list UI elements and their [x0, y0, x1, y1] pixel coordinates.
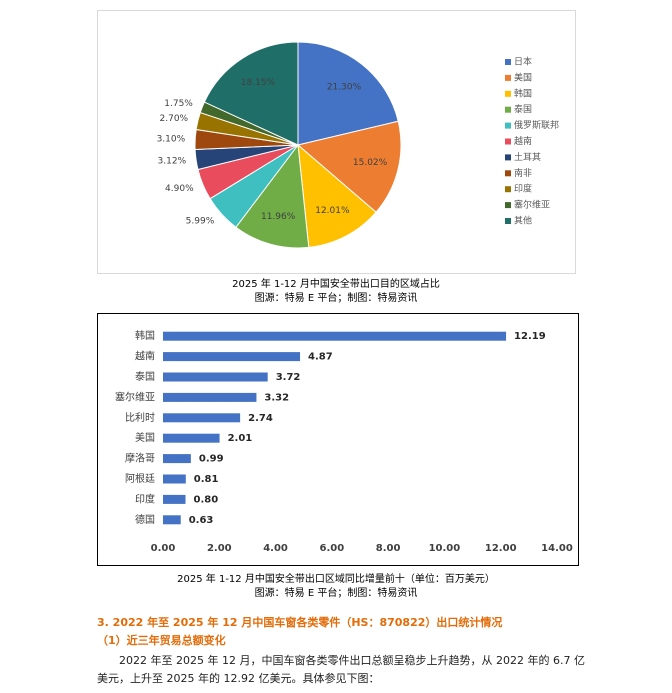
caption: 2025 年 1-12 月中国安全带出口目的区域占比	[232, 277, 440, 290]
y-tick-label: 阿根廷	[125, 472, 155, 485]
data-label: 11.96%	[261, 212, 296, 222]
caption-source: 图源：特易 E 平台；制图：特易资讯	[255, 291, 418, 304]
legend-label: 南非	[514, 167, 532, 179]
caption-source: 图源：特易 E 平台；制图：特易资讯	[255, 586, 418, 599]
legend-swatch	[505, 218, 511, 224]
caption: 2025 年 1-12 月中国安全带出口区域同比增量前十（单位：百万美元）	[177, 572, 495, 585]
bar	[163, 474, 186, 484]
y-tick-label: 韩国	[135, 329, 155, 342]
subheading: （1）近三年贸易总额变化	[97, 634, 226, 647]
x-tick-label: 10.00	[429, 543, 461, 554]
bar	[163, 515, 181, 525]
legend-swatch	[505, 170, 511, 177]
legend-label: 越南	[514, 135, 532, 147]
paragraph: 2022 年至 2025 年 12 月，中国车窗各类零件出口总额呈稳步上升趋势，…	[97, 654, 585, 685]
bar	[163, 392, 257, 402]
x-tick-label: 2.00	[207, 543, 232, 554]
y-tick-label: 塞尔维亚	[115, 390, 155, 403]
legend-label: 土耳其	[514, 151, 541, 163]
data-label: 18.15%	[241, 78, 276, 88]
data-label: 0.80	[194, 494, 219, 505]
legend-label: 日本	[514, 56, 532, 68]
legend-swatch	[505, 122, 511, 129]
data-label: 4.87	[308, 352, 333, 363]
pie-slice	[203, 41, 299, 146]
legend-label: 泰国	[514, 103, 532, 115]
section-heading: 3. 2022 年至 2025 年 12 月中国车窗各类零件（HS：870822…	[97, 616, 503, 629]
legend-swatch	[505, 106, 511, 113]
bar	[163, 352, 301, 362]
data-label: 2.74	[248, 413, 273, 424]
x-tick-label: 14.00	[541, 543, 573, 554]
legend-swatch	[505, 138, 511, 145]
legend-label: 其他	[514, 215, 532, 227]
x-tick-label: 12.00	[485, 543, 517, 554]
y-tick-label: 摩洛哥	[125, 452, 155, 465]
y-tick-label: 印度	[135, 492, 155, 505]
data-label: 15.02%	[353, 158, 388, 168]
data-label: 1.75%	[164, 99, 193, 109]
data-label: 3.12%	[158, 156, 187, 166]
legend-swatch	[505, 154, 511, 161]
bar	[163, 372, 268, 382]
x-tick-label: 6.00	[320, 543, 345, 554]
y-tick-label: 美国	[135, 431, 155, 444]
data-label: 3.32	[264, 392, 289, 403]
legend-label: 俄罗斯联邦	[514, 119, 559, 131]
pie-slice	[235, 143, 310, 249]
legend-label: 美国	[514, 71, 532, 83]
legend-label: 塞尔维亚	[514, 199, 550, 211]
y-tick-label: 德国	[135, 513, 155, 526]
data-label: 2.70%	[160, 114, 189, 124]
legend-swatch	[505, 59, 511, 65]
data-label: 3.72	[276, 372, 301, 383]
legend-swatch	[505, 186, 511, 193]
legend-label: 印度	[514, 183, 532, 195]
data-label: 4.90%	[165, 184, 194, 194]
data-label: 5.99%	[186, 216, 215, 226]
legend-swatch	[505, 74, 511, 81]
legend-swatch	[505, 90, 511, 97]
pie-slice	[297, 143, 377, 248]
y-tick-label: 越南	[135, 350, 155, 363]
charts: 2025 年 1-12 月中国安全带出口目的区域占比 图源：特易 E 平台；制图…	[97, 10, 579, 599]
data-label: 0.99	[199, 454, 224, 465]
data-label: 2.01	[228, 433, 253, 444]
x-tick-label: 4.00	[263, 543, 288, 554]
data-label: 12.19	[514, 331, 546, 342]
y-tick-label: 比利时	[125, 412, 155, 424]
y-tick-label: 泰国	[135, 370, 155, 383]
bar	[163, 331, 507, 341]
x-tick-label: 0.00	[151, 543, 176, 554]
data-label: 3.10%	[157, 134, 186, 144]
bar	[163, 413, 241, 423]
data-label: 0.81	[194, 474, 219, 485]
bar	[163, 454, 191, 464]
bar	[163, 494, 186, 504]
data-label: 12.01%	[315, 206, 350, 216]
data-label: 21.30%	[327, 82, 362, 92]
x-tick-label: 8.00	[376, 543, 401, 554]
data-label: 0.63	[189, 515, 214, 526]
pie-slice	[296, 120, 402, 213]
pie-slice	[297, 41, 399, 146]
legend-swatch	[505, 202, 511, 209]
bar	[163, 433, 220, 443]
legend-label: 韩国	[514, 87, 532, 99]
